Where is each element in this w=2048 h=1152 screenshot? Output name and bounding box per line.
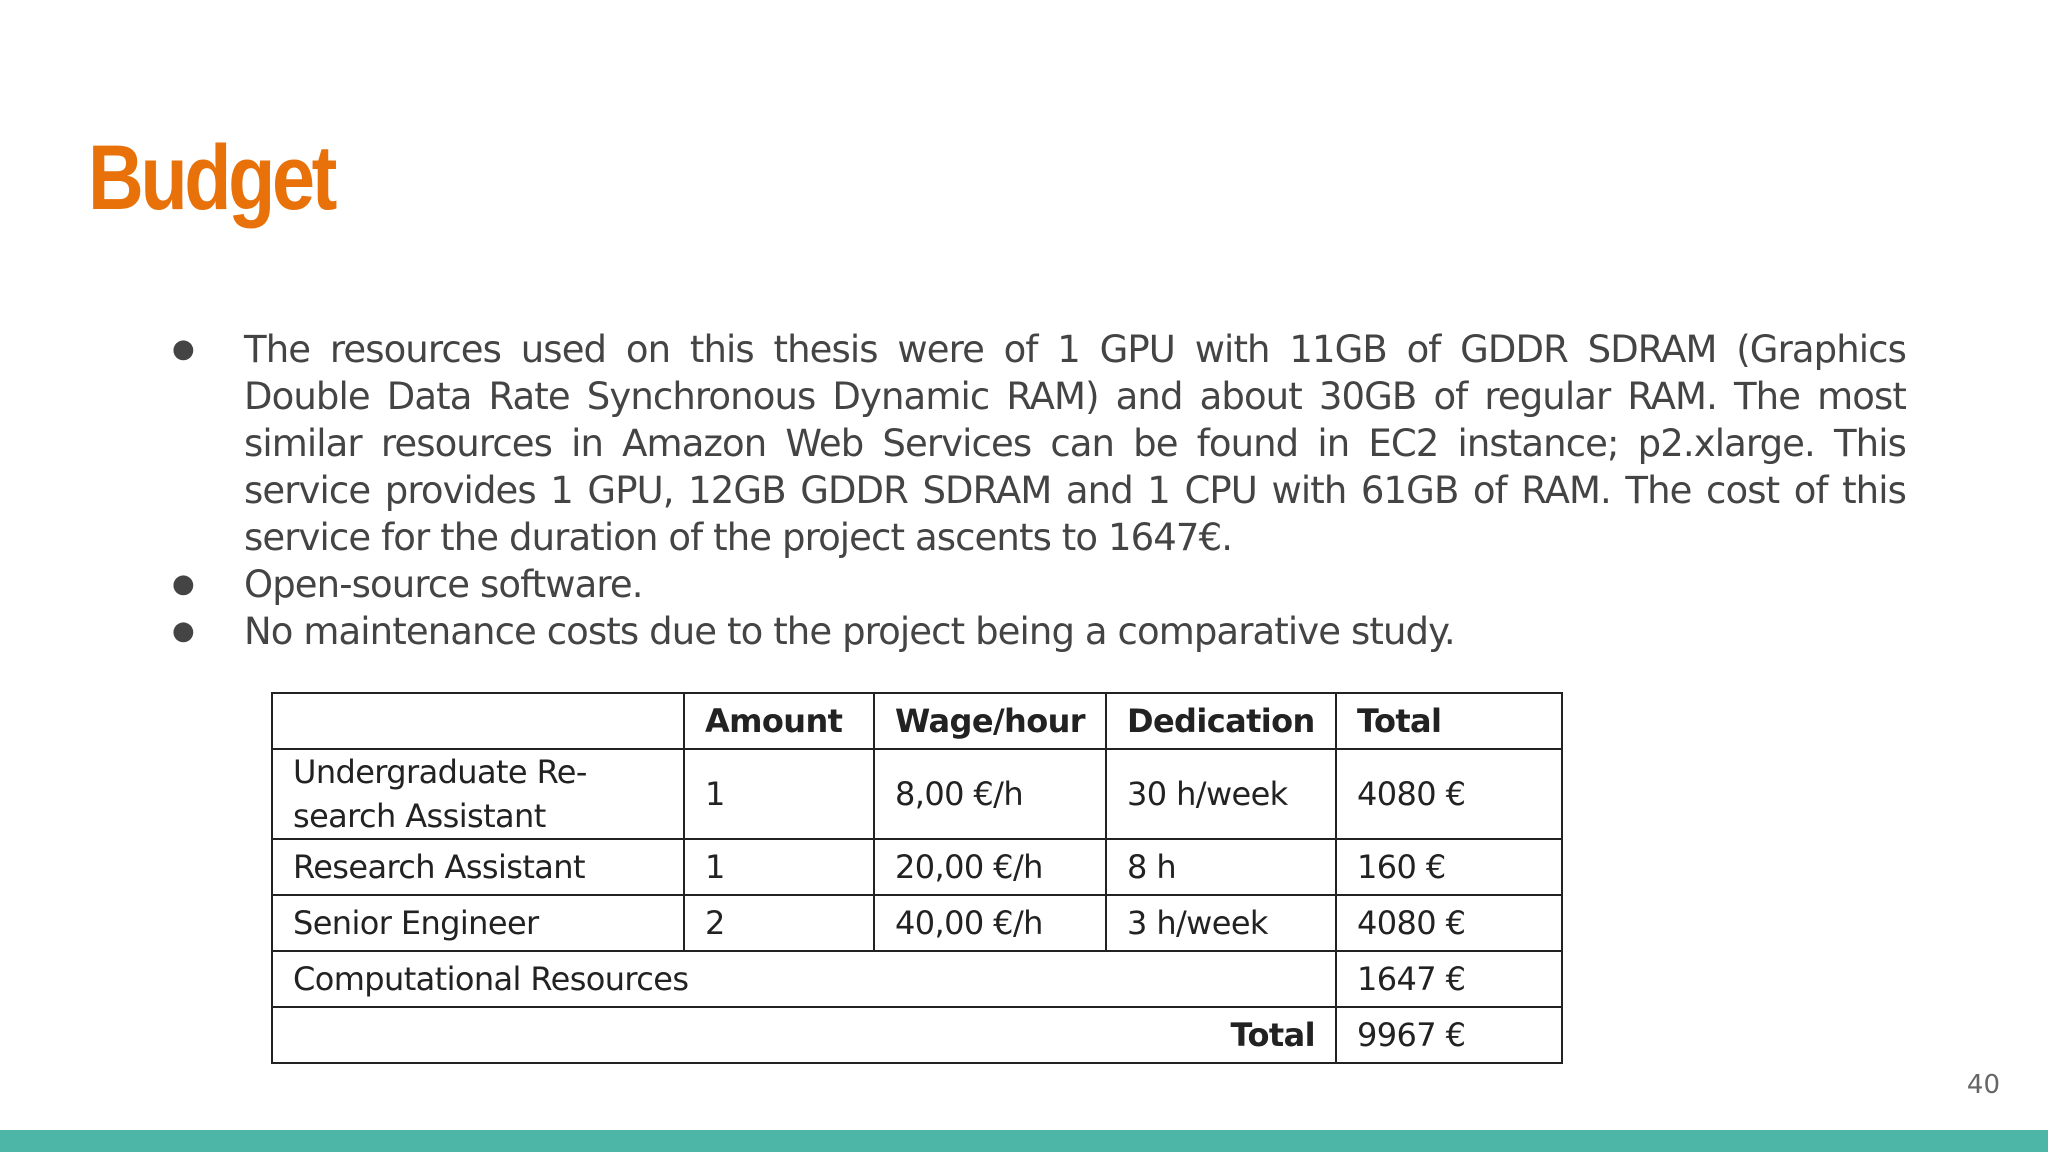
- table-row: Senior Engineer 2 40,00 €/h 3 h/week 408…: [271, 894, 1563, 952]
- header-cell-total: Total: [1334, 692, 1563, 750]
- cell-wage: 40,00 €/h: [873, 894, 1107, 952]
- cell-dedication: 8 h: [1104, 838, 1337, 896]
- bullet-item-resources: ● The resources used on this thesis were…: [160, 326, 1907, 561]
- table-header-row: Amount Wage/hour Dedication Total: [271, 692, 1563, 750]
- header-cell-amount: Amount: [683, 692, 875, 750]
- slide-title: Budget: [88, 127, 337, 229]
- bullet-item-software: ● Open-source software.: [160, 561, 1906, 608]
- table-row: Research Assistant 1 20,00 €/h 8 h 160 €: [271, 838, 1563, 896]
- footer-bar: [0, 1130, 2048, 1152]
- cell-computational-label: Computational Resources: [271, 950, 1337, 1008]
- cell-amount: 2: [683, 894, 875, 952]
- header-cell-role: [271, 692, 685, 750]
- bullet-list: ● The resources used on this thesis were…: [160, 326, 1907, 655]
- bullet-dot-icon: ●: [172, 569, 195, 599]
- table-row-computational: Computational Resources 1647 €: [271, 950, 1563, 1008]
- table-row-grand-total: Total 9967 €: [271, 1006, 1563, 1064]
- bullet-dot-icon: ●: [172, 616, 195, 646]
- cell-role: Senior Engineer: [271, 894, 685, 952]
- cell-grand-total-label: Total: [271, 1006, 1337, 1064]
- header-cell-wage: Wage/hour: [873, 692, 1107, 750]
- cell-total: 4080 €: [1334, 748, 1563, 840]
- cell-role: Research Assistant: [271, 838, 685, 896]
- bullet-text: No maintenance costs due to the project …: [244, 610, 1456, 653]
- cell-wage: 20,00 €/h: [873, 838, 1107, 896]
- header-cell-dedication: Dedication: [1104, 692, 1337, 750]
- cell-role: Undergraduate Re- search Assistant: [271, 748, 685, 840]
- cell-amount: 1: [683, 838, 875, 896]
- budget-table: Amount Wage/hour Dedication Total Underg…: [271, 692, 1563, 1064]
- bullet-dot-icon: ●: [172, 334, 195, 364]
- cell-dedication: 30 h/week: [1104, 748, 1337, 840]
- cell-amount: 1: [683, 748, 875, 840]
- cell-computational-total: 1647 €: [1334, 950, 1563, 1008]
- bullet-text: The resources used on this thesis were o…: [244, 328, 1907, 559]
- cell-dedication: 3 h/week: [1104, 894, 1337, 952]
- bullet-text: Open-source software.: [244, 563, 643, 606]
- table-row: Undergraduate Re- search Assistant 1 8,0…: [271, 748, 1563, 840]
- bullet-item-maintenance: ● No maintenance costs due to the projec…: [160, 608, 1906, 655]
- page-number: 40: [1966, 1070, 2000, 1100]
- role-text: Undergraduate Re- search Assistant: [293, 753, 587, 835]
- cell-total: 160 €: [1334, 838, 1563, 896]
- cell-grand-total-value: 9967 €: [1334, 1006, 1563, 1064]
- cell-total: 4080 €: [1334, 894, 1563, 952]
- cell-wage: 8,00 €/h: [873, 748, 1107, 840]
